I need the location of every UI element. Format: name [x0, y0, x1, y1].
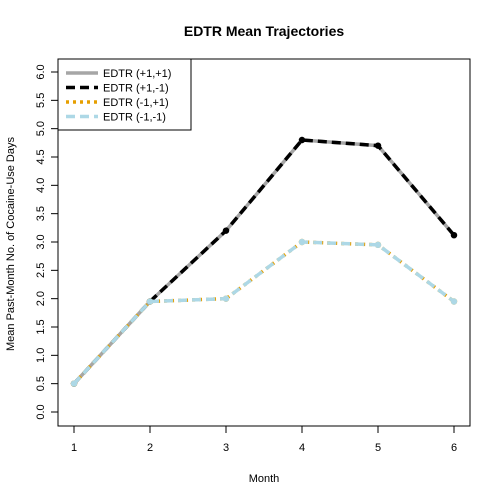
y-tick-label: 0.5 [35, 376, 47, 391]
y-tick-label: 1.0 [35, 348, 47, 363]
y-tick-label: 3.5 [35, 206, 47, 221]
series-line-0 [72, 138, 456, 385]
legend-label: EDTR (+1,+1) [103, 68, 171, 80]
data-point-3-5 [450, 298, 458, 305]
data-point-1-5 [450, 232, 458, 239]
y-axis: 0.0 0.5 1.0 1.5 2.0 2.5 3.0 3.5 4.0 4.5 5.0 5.5 6.0 [35, 64, 58, 420]
series-line-1 [72, 138, 456, 385]
data-point-3-3 [298, 238, 306, 246]
y-tick-label: 4.5 [35, 149, 47, 164]
x-tick-label: 4 [299, 442, 305, 454]
data-point-3-1 [146, 298, 154, 305]
data-point-3-0 [70, 380, 78, 387]
data-point-1-2 [222, 227, 230, 234]
legend-label: EDTR (-1,+1) [103, 97, 169, 109]
y-tick-label: 2.0 [35, 291, 47, 306]
y-tick-label: 5.0 [35, 121, 47, 136]
y-axis-label: Mean Past-Month No. of Cocaine-Use Days [5, 137, 17, 351]
y-tick-label: 4.0 [35, 178, 47, 193]
y-tick-label: 0.0 [35, 404, 47, 419]
series-layer [70, 136, 458, 387]
series-line-3 [72, 240, 456, 385]
y-tick-label: 5.5 [35, 93, 47, 108]
legend: EDTR (+1,+1) EDTR (+1,-1) EDTR (-1,+1) EDTR… [57, 58, 192, 131]
legend-label: EDTR (+1,-1) [103, 83, 169, 95]
x-tick-label: 3 [223, 442, 229, 454]
x-axis: 1 2 3 4 5 6 [71, 426, 457, 454]
y-tick-label: 3.0 [35, 234, 47, 249]
x-tick-label: 5 [375, 442, 381, 454]
y-tick-label: 2.5 [35, 263, 47, 278]
data-point-3-4 [374, 241, 382, 249]
data-point-1-4 [374, 142, 382, 149]
chart-title: EDTR Mean Trajectories [184, 23, 344, 39]
y-tick-label: 1.5 [35, 319, 47, 334]
data-point-3-2 [222, 295, 230, 302]
x-tick-label: 6 [451, 442, 457, 454]
y-tick-label: 6.0 [35, 64, 47, 79]
x-axis-label: Month [249, 473, 280, 485]
series-line-2 [72, 240, 456, 385]
legend-label: EDTR (-1,-1) [103, 112, 166, 124]
data-point-1-3 [298, 136, 306, 144]
x-tick-label: 1 [71, 442, 77, 454]
x-tick-label: 2 [147, 442, 153, 454]
